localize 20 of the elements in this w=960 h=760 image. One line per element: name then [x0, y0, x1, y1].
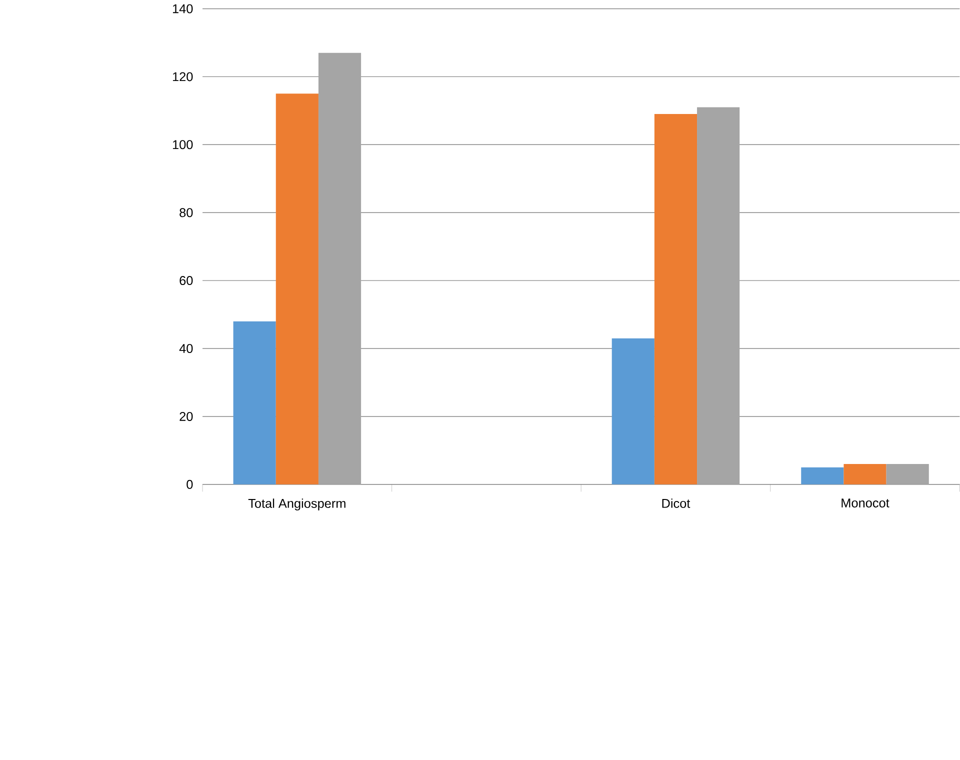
y-tick-label: 100 [172, 140, 193, 150]
y-tick-label: 40 [179, 344, 193, 354]
bar [612, 338, 654, 485]
y-tick-label: 20 [180, 412, 193, 422]
y-tick-label: 140 [172, 4, 193, 14]
bar [318, 53, 362, 485]
y-tick-label: 120 [172, 72, 193, 82]
bar [697, 107, 740, 485]
x-tick-label: Total Angiosperm [248, 498, 346, 511]
bar [276, 94, 318, 485]
x-tick-label: Monocot [842, 498, 890, 508]
bar [844, 464, 886, 485]
y-tick-label: 80 [180, 208, 193, 218]
bar [654, 114, 698, 485]
y-tick-label: 0 [186, 480, 193, 490]
x-tick-label: Dicot [662, 498, 690, 508]
y-tick-label: 60 [180, 276, 193, 286]
bar [886, 464, 929, 485]
bar [801, 468, 844, 485]
bar [233, 322, 276, 485]
